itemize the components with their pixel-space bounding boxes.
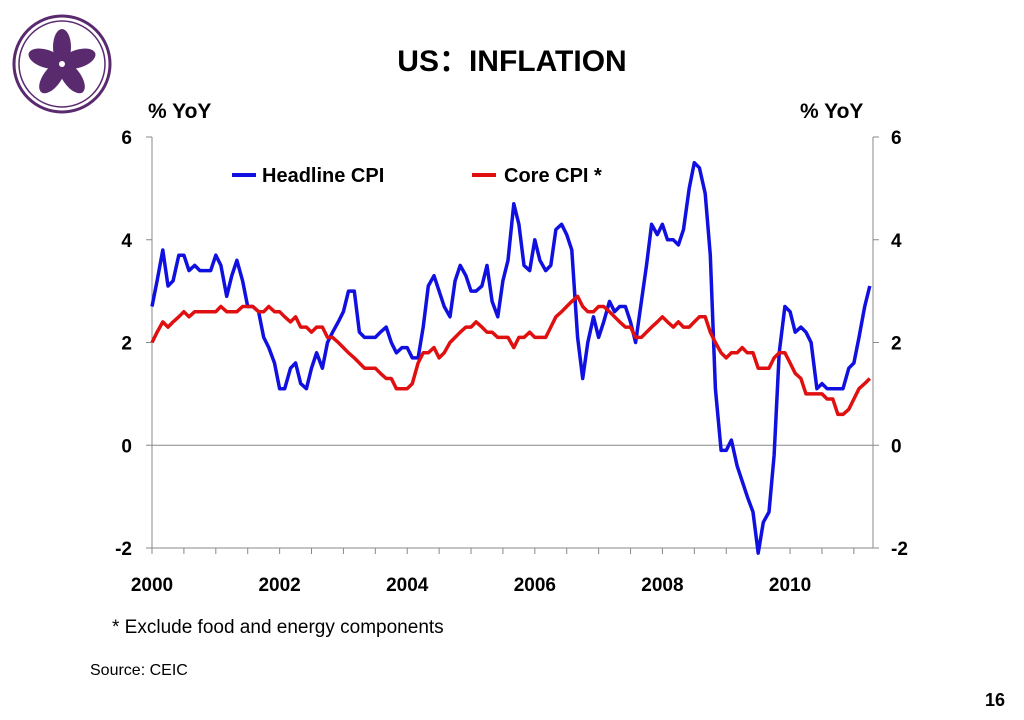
x-tick-label: 2010 — [769, 575, 811, 596]
x-tick-label: 2008 — [641, 575, 683, 596]
legend-label-headline: Headline CPI — [262, 165, 384, 187]
y-tick-label-right: -2 — [891, 539, 908, 560]
y-tick-label-left: 0 — [121, 436, 132, 457]
right-axis-unit: % YoY — [800, 100, 864, 123]
x-tick-label: 2006 — [514, 575, 556, 596]
y-tick-label-right: 0 — [891, 436, 902, 457]
footnote: * Exclude food and energy components — [112, 617, 444, 638]
y-tick-label-left: 4 — [121, 231, 132, 252]
x-tick-label: 2000 — [131, 575, 173, 596]
left-axis-unit: % YoY — [148, 100, 212, 123]
x-tick-label: 2004 — [386, 575, 429, 596]
page-number: 16 — [985, 690, 1006, 710]
y-tick-label-right: 6 — [891, 128, 902, 149]
y-tick-label-left: 2 — [121, 334, 132, 355]
source-note: Source: CEIC — [90, 662, 188, 679]
y-tick-label-left: 6 — [121, 128, 132, 149]
x-tick-label: 2002 — [258, 575, 300, 596]
slide-title: US：INFLATION — [397, 45, 627, 78]
core-cpi-line — [150, 294, 872, 417]
headline-cpi-line — [150, 160, 872, 555]
legend-label-core: Core CPI * — [504, 165, 602, 187]
y-tick-label-left: -2 — [115, 539, 132, 560]
y-tick-label-right: 2 — [891, 334, 902, 355]
y-tick-label-right: 4 — [891, 231, 902, 252]
hong-kong-bauhinia-logo — [12, 14, 112, 114]
